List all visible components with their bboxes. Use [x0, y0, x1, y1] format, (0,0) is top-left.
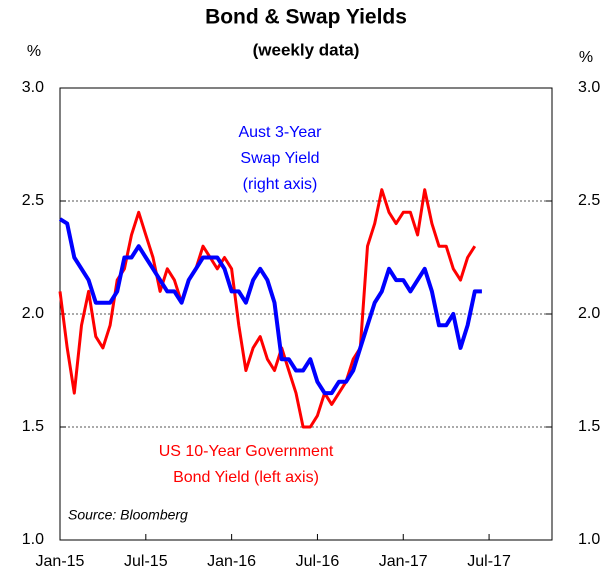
annotation: Aust 3-Year — [238, 124, 322, 141]
plot-frame — [59, 87, 553, 541]
y2-tick-label: 2.0 — [578, 305, 600, 322]
annotation: Bond Yield (left axis) — [173, 469, 319, 486]
y2-tick-label: 3.0 — [578, 79, 600, 96]
annotation: (right axis) — [243, 176, 318, 193]
chart-subtitle: (weekly data) — [253, 40, 360, 59]
y-tick-label: 3.0 — [22, 79, 44, 96]
x-tick-label: Jul-16 — [296, 553, 340, 570]
series-line — [58, 217, 482, 396]
chart-title: Bond & Swap Yields — [205, 6, 407, 29]
annotation: US 10-Year Government — [159, 443, 334, 460]
y-tick-label: 1.5 — [22, 418, 44, 435]
y-tick-label: 2.5 — [22, 192, 44, 209]
annotation: Swap Yield — [240, 150, 319, 167]
y-tick-label: 1.0 — [22, 531, 44, 548]
y2-tick-label: 2.5 — [578, 192, 600, 209]
y2-tick-label: 1.0 — [578, 531, 600, 548]
x-tick-label: Jan-16 — [207, 553, 256, 570]
x-tick-label: Jan-17 — [379, 553, 428, 570]
x-tick-label: Jan-15 — [36, 553, 85, 570]
x-tick-label: Jul-17 — [467, 553, 511, 570]
y2-tick-label: 1.5 — [578, 418, 600, 435]
x-tick-label: Jul-15 — [124, 553, 168, 570]
source: Source: Bloomberg — [68, 507, 188, 523]
y2-unit: % — [579, 49, 593, 66]
series-line — [58, 188, 477, 429]
y-tick-label: 2.0 — [22, 305, 44, 322]
y-unit: % — [27, 43, 41, 60]
